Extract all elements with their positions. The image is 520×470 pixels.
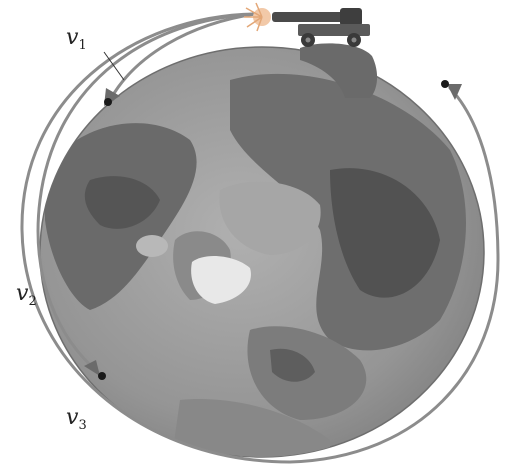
cannon-icon: [272, 8, 370, 47]
globe-icon: [39, 46, 485, 458]
hudson-bay: [136, 235, 168, 257]
globe-land: [45, 73, 467, 457]
landmass-siberia: [330, 168, 440, 298]
arrowhead-v3: [447, 84, 462, 100]
label-v2: v2: [16, 281, 37, 309]
v1-leader-line: [103, 51, 125, 81]
arctic-ocean-ice: [219, 181, 321, 255]
cannon-wheel-rear-hub: [351, 37, 357, 43]
greenland-ice: [191, 256, 251, 304]
arrowhead-v2: [84, 360, 100, 376]
trajectory-v1: [108, 12, 257, 102]
landmass-scandinavia: [270, 348, 315, 382]
landing-dot-v2: [98, 372, 106, 380]
muzzle-flash-icon: [244, 2, 271, 32]
trajectory-v2: [36, 12, 257, 374]
landmass-canada-shield: [84, 176, 160, 229]
cannon-wheel-front-hub: [305, 37, 311, 43]
orbit-dot-v3: [441, 80, 449, 88]
trajectories: [20, 12, 500, 464]
label-v3: v3: [66, 405, 87, 433]
mountain-peak: [300, 43, 378, 98]
label-v1: v1: [66, 25, 87, 53]
muzzle-flash-rays: [244, 2, 263, 32]
trajectory-v3: [20, 12, 500, 464]
landing-dot-v1: [104, 98, 112, 106]
cannon-carriage: [298, 24, 370, 36]
cannon-breech: [340, 8, 362, 26]
cannon-barrel: [272, 12, 360, 22]
